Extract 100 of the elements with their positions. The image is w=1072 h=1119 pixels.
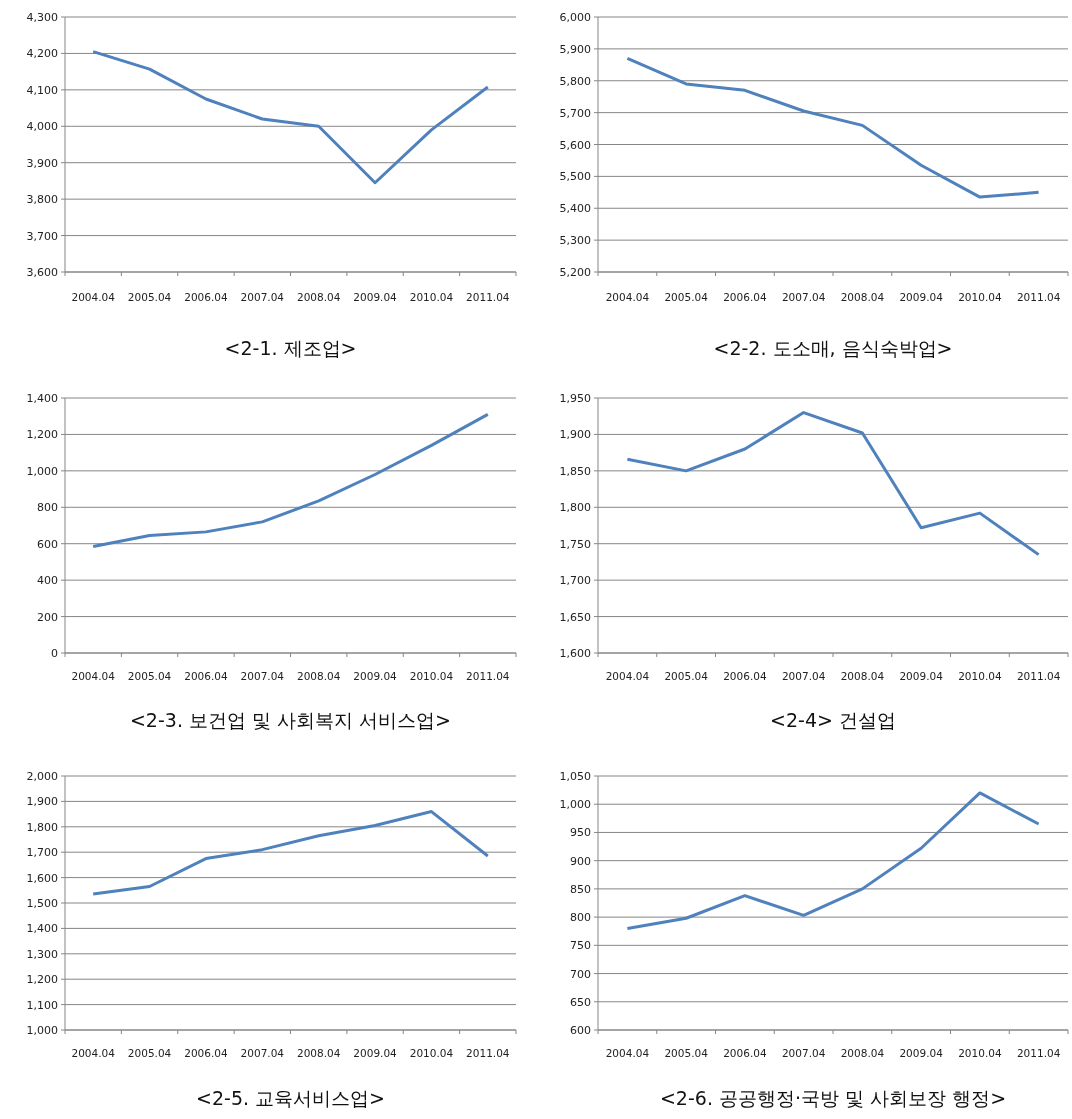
x-tick-label: 2011.04	[1016, 291, 1061, 303]
x-tick-label: 2011.04	[466, 291, 510, 303]
y-tick-label: 1,800	[26, 820, 58, 834]
line-series	[625, 56, 1041, 199]
text: <2-5. 교육서비스업>	[196, 1087, 385, 1109]
y-tick-label: 1,000	[559, 798, 591, 812]
x-tick-label: 2004.04	[605, 291, 650, 303]
x-tick-label: 2006.04	[184, 291, 228, 303]
y-tick-label: 1,400	[26, 392, 58, 405]
x-tick-label: 2005.04	[127, 1047, 172, 1059]
x-tick-label: 2010.04	[958, 670, 1002, 682]
y-tick-label: 1,700	[26, 846, 58, 860]
x-tick-label: 2008.04	[296, 670, 341, 682]
y-tick-label: 750	[570, 939, 591, 953]
y-tick-label: 400	[37, 574, 58, 588]
y-tick-label: 3,700	[26, 229, 58, 243]
x-tick-label: 2009.04	[899, 1047, 944, 1059]
x-tick-label: 2004.04	[71, 291, 116, 303]
line-series	[91, 810, 490, 896]
x-tick-label: 2011.04	[466, 670, 510, 682]
y-tick-label: 800	[570, 911, 591, 925]
x-tick-label: 2007.04	[240, 291, 285, 303]
text: <2-4> 건설업	[770, 709, 896, 731]
x-tick-label: 2007.04	[240, 1047, 285, 1059]
y-tick-label: 5,900	[559, 42, 591, 56]
y-tick-label: 1,200	[26, 973, 58, 987]
y-tick-label: 0	[51, 647, 58, 660]
line-series	[91, 50, 490, 185]
y-tick-label: 4,200	[26, 47, 58, 61]
y-tick-label: 1,400	[26, 922, 58, 936]
text: <2-2. 도소매, 음식숙박업>	[713, 337, 953, 359]
y-tick-label: 1,900	[26, 795, 58, 809]
x-tick-label: 2011.04	[1016, 1047, 1061, 1059]
x-tick-label: 2006.04	[184, 1047, 228, 1059]
y-tick-label: 5,700	[559, 106, 591, 120]
y-tick-label: 700	[570, 967, 591, 981]
x-tick-label: 2007.04	[781, 291, 826, 303]
x-tick-label: 2010.04	[958, 291, 1002, 303]
x-tick-label: 2010.04	[409, 670, 454, 682]
y-tick-label: 800	[37, 501, 58, 515]
y-tick-label: 1,950	[559, 392, 591, 405]
x-tick-label: 2007.04	[240, 670, 285, 682]
x-tick-label: 2006.04	[184, 670, 228, 682]
x-tick-label: 2007.04	[781, 670, 826, 682]
y-tick-label: 1,200	[26, 428, 58, 442]
text: <2-3. 보건업 및 사회복지 서비스업>	[129, 709, 452, 731]
x-tick-label: 2009.04	[353, 1047, 398, 1059]
y-tick-label: 1,600	[559, 647, 591, 660]
x-tick-label: 2005.04	[664, 291, 709, 303]
y-tick-label: 5,200	[559, 266, 591, 279]
x-tick-label: 2010.04	[409, 291, 454, 303]
x-tick-label: 2005.04	[664, 670, 709, 682]
y-tick-label: 200	[37, 610, 58, 624]
x-tick-label: 2009.04	[899, 670, 944, 682]
y-tick-label: 650	[570, 995, 591, 1009]
x-tick-label: 2008.04	[840, 1047, 885, 1059]
y-tick-label: 1,600	[26, 871, 58, 885]
y-tick-label: 850	[570, 882, 591, 896]
x-tick-label: 2006.04	[723, 291, 767, 303]
line-series	[625, 411, 1041, 557]
y-tick-label: 5,800	[559, 74, 591, 88]
y-tick-label: 1,800	[559, 501, 591, 515]
x-tick-label: 2011.04	[466, 1047, 510, 1059]
y-tick-label: 950	[570, 826, 591, 840]
x-tick-label: 2004.04	[71, 670, 116, 682]
x-tick-label: 2009.04	[899, 291, 944, 303]
y-tick-label: 3,800	[26, 193, 58, 207]
y-tick-label: 1,000	[26, 1024, 58, 1037]
y-tick-label: 1,650	[559, 610, 591, 624]
x-tick-label: 2005.04	[664, 1047, 709, 1059]
line-series	[91, 412, 490, 548]
y-tick-label: 1,750	[559, 537, 591, 551]
y-tick-label: 1,000	[26, 464, 58, 478]
x-tick-label: 2010.04	[409, 1047, 454, 1059]
y-tick-label: 1,850	[559, 464, 591, 478]
y-tick-label: 900	[570, 854, 591, 868]
y-tick-label: 600	[570, 1024, 591, 1037]
line-series	[625, 791, 1041, 930]
x-tick-label: 2011.04	[1016, 670, 1061, 682]
x-tick-label: 2006.04	[723, 670, 767, 682]
y-tick-label: 1,900	[559, 428, 591, 442]
x-tick-label: 2005.04	[127, 291, 172, 303]
y-tick-label: 5,300	[559, 234, 591, 248]
x-tick-label: 2004.04	[605, 1047, 650, 1059]
y-tick-label: 600	[37, 537, 58, 551]
y-tick-label: 5,400	[559, 202, 591, 216]
x-tick-label: 2008.04	[296, 1047, 341, 1059]
y-tick-label: 1,100	[26, 998, 58, 1012]
y-tick-label: 4,000	[26, 120, 58, 134]
y-tick-label: 4,100	[26, 83, 58, 97]
x-tick-label: 2004.04	[71, 1047, 116, 1059]
y-tick-label: 1,700	[559, 574, 591, 588]
y-tick-label: 5,500	[559, 170, 591, 184]
x-tick-label: 2008.04	[840, 670, 885, 682]
y-tick-label: 3,900	[26, 156, 58, 170]
y-tick-label: 4,300	[26, 11, 58, 24]
y-tick-label: 1,050	[559, 770, 591, 783]
x-tick-label: 2006.04	[723, 1047, 767, 1059]
text: <2-1. 제조업>	[224, 337, 357, 359]
x-tick-label: 2007.04	[781, 1047, 826, 1059]
